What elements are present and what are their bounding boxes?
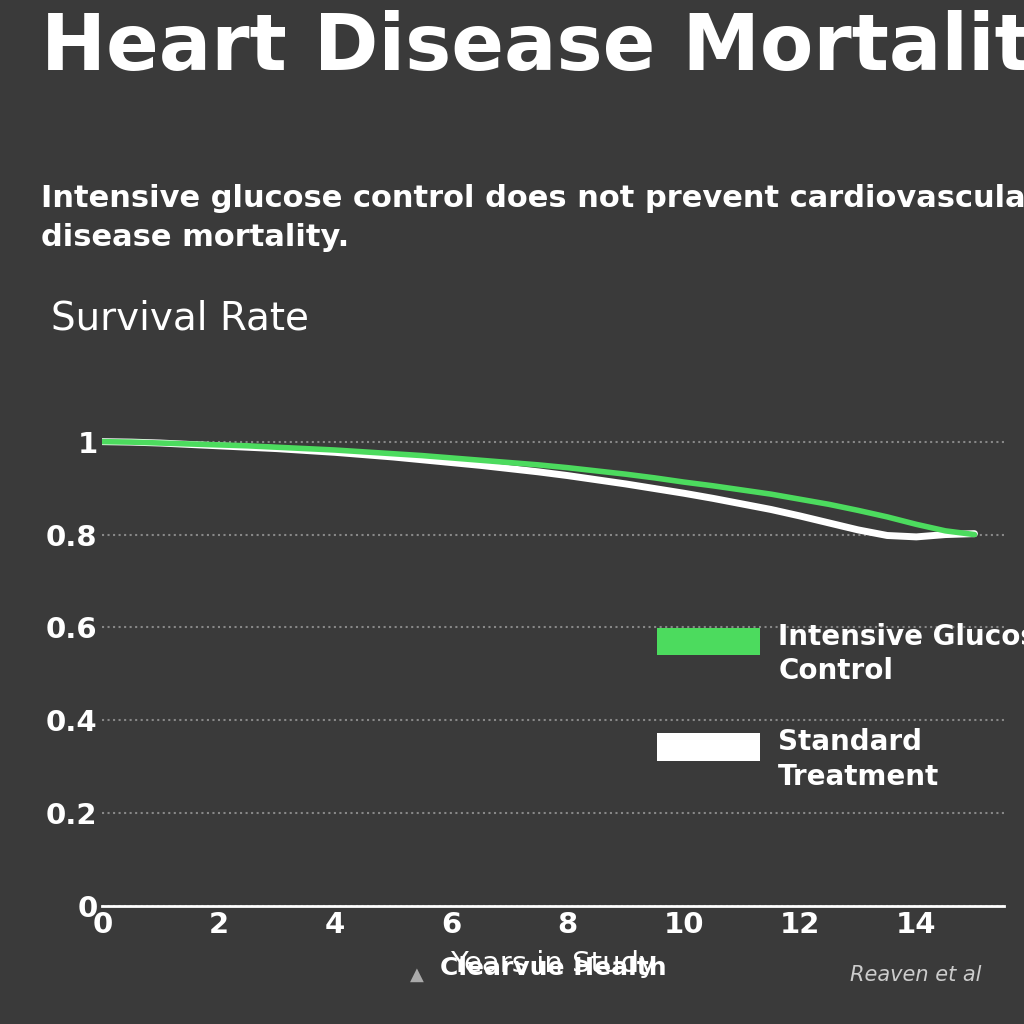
Text: Intensive Glucose
Control: Intensive Glucose Control xyxy=(778,623,1024,685)
FancyBboxPatch shape xyxy=(656,733,760,761)
Text: Heart Disease Mortality: Heart Disease Mortality xyxy=(41,10,1024,87)
Text: Standard
Treatment: Standard Treatment xyxy=(778,728,939,791)
Text: Survival Rate: Survival Rate xyxy=(51,300,309,338)
Text: Clearvue Health: Clearvue Health xyxy=(440,955,667,980)
Text: Reaven et al: Reaven et al xyxy=(850,965,981,985)
FancyBboxPatch shape xyxy=(656,628,760,655)
Text: ▲: ▲ xyxy=(410,966,424,984)
X-axis label: Years in Study: Years in Study xyxy=(450,950,656,978)
Text: Intensive glucose control does not prevent cardiovascular
disease mortality.: Intensive glucose control does not preve… xyxy=(41,184,1024,252)
